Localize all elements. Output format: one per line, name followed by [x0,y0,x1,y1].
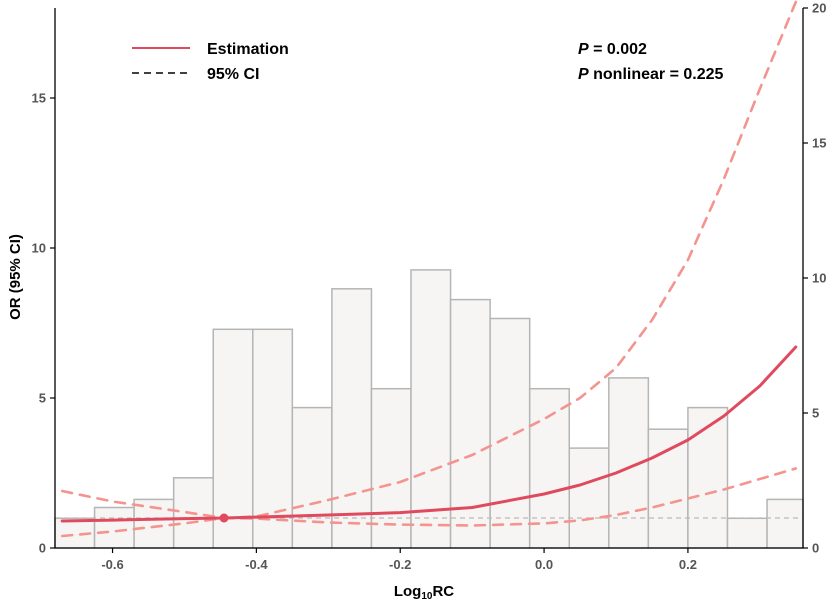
reference-point [219,513,229,523]
y-left-tick-label: 5 [39,391,46,406]
histogram-bar [291,406,333,549]
series-layer [60,0,798,538]
x-axis-title-sub: 10 [421,591,433,601]
histogram-bar [212,328,254,549]
x-tick-label: -0.4 [245,557,268,572]
y-right-tick-label: 15 [812,136,826,151]
y-left-tick-label: 10 [32,241,46,256]
p-nonlinear-text: nonlinear = 0.225 [589,66,724,83]
histogram-bar [647,428,689,549]
x-tick-label: -0.6 [101,557,123,572]
legend: Estimation 95% CI [132,41,289,83]
series-line-estimation [60,345,798,523]
y-right-tick-label: 0 [812,541,819,556]
histogram-bar [410,269,452,549]
histogram-bar [568,447,610,549]
p-value-text: = 0.002 [589,41,647,58]
histogram-bar [93,506,135,549]
x-tick-label: -0.2 [389,557,411,572]
axes-layer: -0.6 -0.4 -0.2 0.0 0.2 0 5 10 15 0 5 10 15 20 [32,1,827,573]
y-left-tick-label: 0 [39,541,46,556]
x-axis-title-tail: RC [432,583,454,600]
histogram-bar [331,288,373,549]
series-line-ci-lower [60,467,798,538]
x-axis-title-main: Log [394,583,422,600]
histogram-layer [54,269,804,549]
p-nonlinear-p: P [578,66,589,83]
y-right-tick-label: 5 [812,406,819,421]
p-value-p: P [578,41,589,58]
histogram-bar [489,317,531,549]
p-value-annotation: P = 0.002 [578,41,647,58]
legend-label-estimation: Estimation [207,41,289,58]
x-axis-title: Log10RC [394,583,454,601]
series-line-ci-upper [60,0,798,520]
histogram-bar [449,298,491,549]
histogram-bar [766,498,804,549]
stat-annotations: P = 0.002 P nonlinear = 0.225 [578,41,724,83]
y-axis-title: OR (95% CI) [7,234,24,320]
y-right-tick-label: 10 [812,271,826,286]
x-tick-label: 0.2 [679,557,697,572]
histogram-bar [726,517,768,549]
y-right-tick-label: 20 [812,1,826,16]
y-left-tick-label: 15 [32,91,46,106]
x-tick-label: 0.0 [535,557,553,572]
histogram-bar [687,406,729,549]
p-nonlinear-annotation: P nonlinear = 0.225 [578,66,724,83]
legend-label-ci: 95% CI [207,66,259,83]
